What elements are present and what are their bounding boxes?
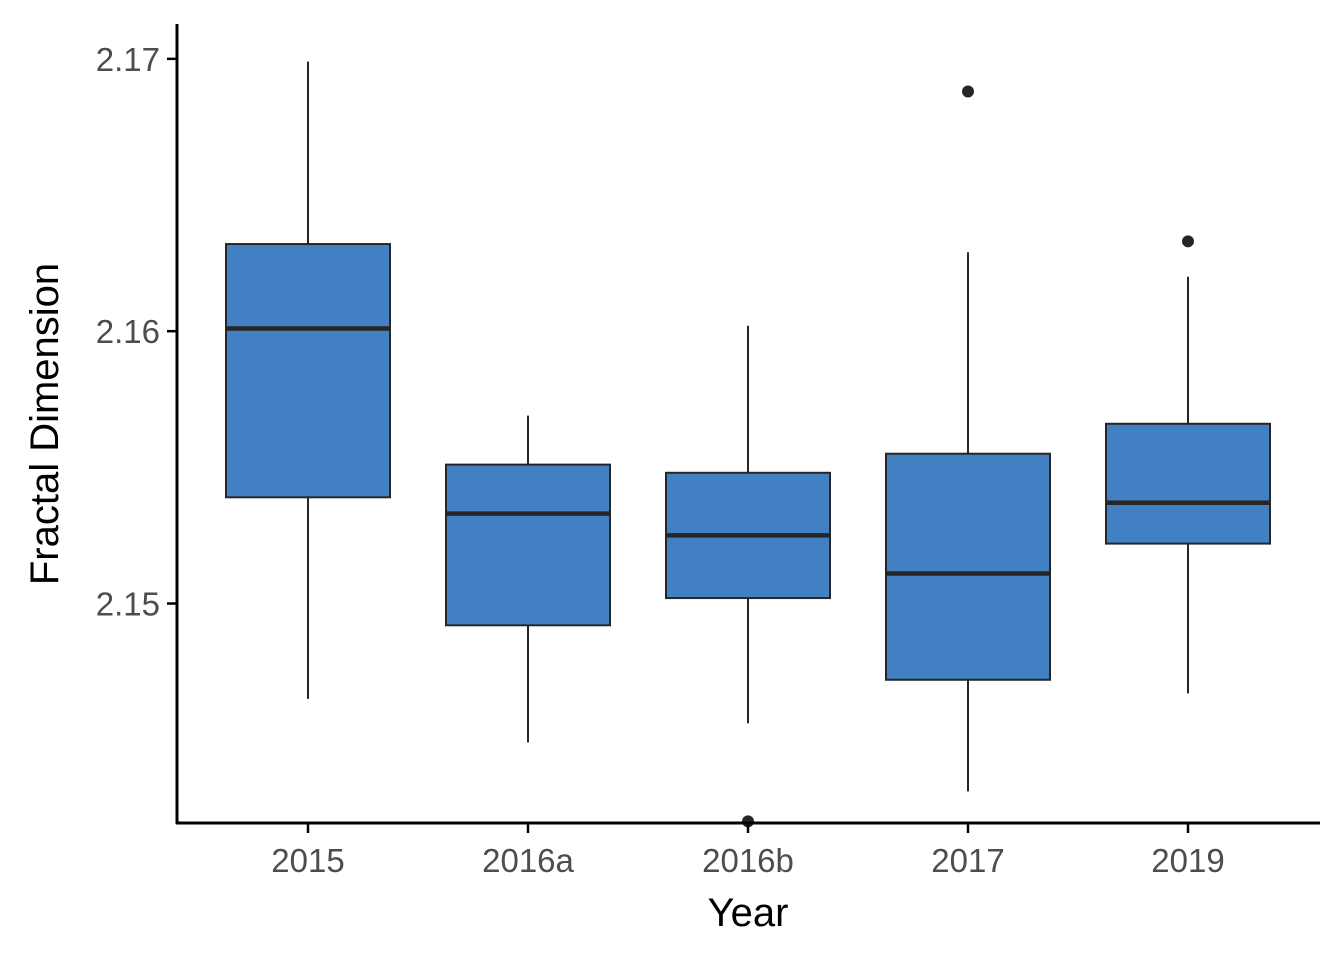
y-tick-label: 2.16 [96,313,160,350]
iqr-box [225,243,391,499]
x-tick-label: 2016a [482,842,574,879]
y-axis-title: Fractal Dimension [23,263,67,585]
box-2016a [445,415,611,743]
x-axis-title: Year [708,891,789,935]
box-2015 [225,61,391,699]
x-tick-label: 2019 [1151,842,1224,879]
x-tick-label: 2016b [702,842,794,879]
outlier-point [1182,235,1194,248]
iqr-box [445,463,611,627]
box-2016b [665,325,831,828]
x-tick-label: 2017 [931,842,1004,879]
y-tick-label: 2.17 [96,41,160,78]
x-tick-label: 2015 [271,842,344,879]
box-2017 [885,85,1051,792]
box-2019 [1105,235,1271,694]
iqr-box [885,452,1051,681]
y-tick-label: 2.15 [96,586,160,623]
plot-area [225,61,1271,828]
iqr-box [1105,422,1271,545]
outlier-point [962,85,974,98]
ticks: 2015 2016a 2016b 2017 2019 2.15 2.16 2.17 [96,41,1225,879]
